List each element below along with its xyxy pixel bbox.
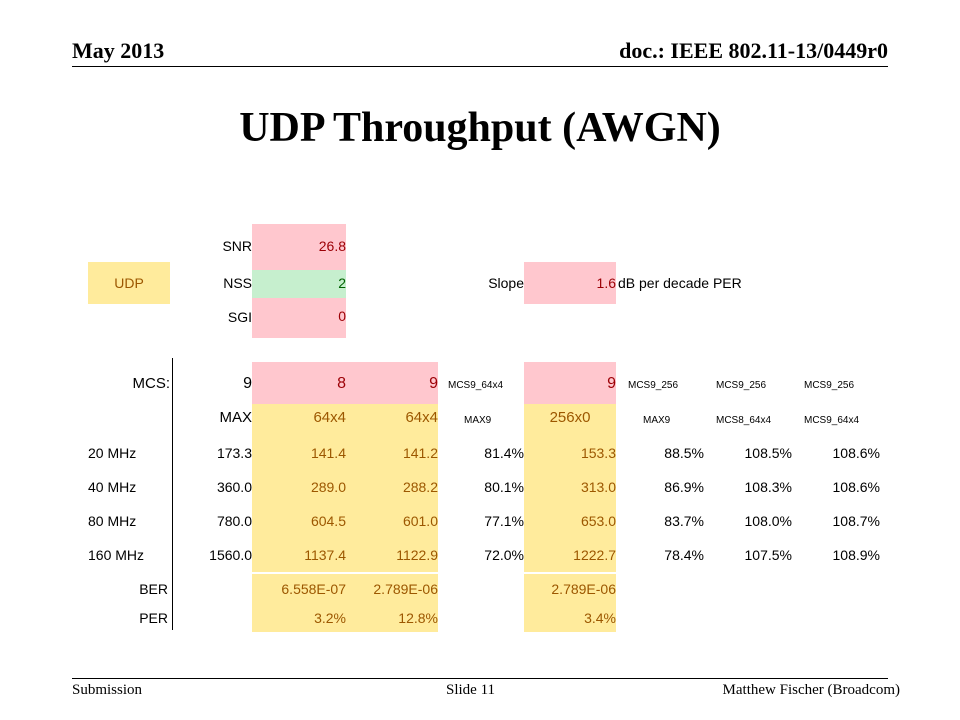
row-40mhz-ratio-256: 86.9% [664, 479, 704, 495]
row-40mhz-ratio-mcs9: 108.6% [832, 479, 880, 495]
header-cfg-col4: MAX9 [464, 415, 492, 426]
mcs-label: MCS: [132, 375, 171, 392]
header-divider [72, 66, 888, 67]
header-cfg-col7: MCS8_64x4 [716, 415, 772, 426]
header-cfg-col3: 64x4 [346, 404, 438, 436]
header-cfg-col8: MCS9_64x4 [804, 415, 860, 426]
row-80mhz-label: 80 MHz [88, 513, 137, 529]
row-20mhz-256: 153.3 [524, 436, 616, 470]
row-40mhz-ratio-mcs8: 108.3% [744, 479, 792, 495]
row-80mhz-mcs8: 604.5 [252, 504, 346, 538]
header-cfg-col1: MAX [219, 409, 252, 426]
row-160mhz-label: 160 MHz [88, 547, 145, 563]
snr-value: 26.8 [252, 224, 346, 270]
footer-submission: Submission [72, 682, 143, 698]
row-40mhz-mcs8: 289.0 [252, 470, 346, 504]
table-divider [172, 358, 173, 630]
per-256: 3.4% [524, 604, 616, 632]
row-40mhz-max: 360.0 [216, 479, 252, 495]
header-mcs-col3: 9 [346, 362, 438, 404]
footer-slide-number: Slide 11 [446, 682, 496, 698]
row-40mhz-mcs9: 288.2 [346, 470, 438, 504]
slope-value: 1.6 [524, 262, 616, 304]
row-20mhz-mcs8: 141.4 [252, 436, 346, 470]
ber-256: 2.789E-06 [524, 574, 616, 604]
header-mcs-col2: 8 [252, 362, 346, 404]
row-80mhz-ratio-mcs9: 108.7% [832, 513, 880, 529]
slope-label: Slope [488, 275, 524, 291]
header-mcs-col5: 9 [524, 362, 616, 404]
header-mcs-col8: MCS9_256 [804, 380, 855, 391]
row-20mhz-ratio-mcs8: 108.5% [744, 445, 792, 461]
row-160mhz-mcs8: 1137.4 [252, 538, 346, 572]
row-40mhz-256: 313.0 [524, 470, 616, 504]
udp-label: UDP [88, 262, 170, 304]
header-cfg-col2: 64x4 [252, 404, 346, 436]
row-20mhz-ratio-mcs9: 108.6% [832, 445, 880, 461]
per-mcs9: 12.8% [346, 604, 438, 632]
row-160mhz-mcs9: 1122.9 [346, 538, 438, 572]
row-80mhz-ratio-mcs8: 108.0% [744, 513, 792, 529]
row-160mhz-256: 1222.7 [524, 538, 616, 572]
footer-divider [72, 678, 888, 679]
row-20mhz-ratio-256: 88.5% [664, 445, 704, 461]
sgi-label: SGI [227, 309, 252, 325]
header-mcs-col6: MCS9_256 [628, 380, 679, 391]
per-label: PER [139, 610, 168, 626]
row-160mhz-ratio-mcs8: 107.5% [744, 547, 792, 563]
per-mcs8: 3.2% [252, 604, 346, 632]
row-40mhz-label: 40 MHz [88, 479, 137, 495]
header-date: May 2013 [72, 38, 165, 63]
row-80mhz-max: 780.0 [216, 513, 252, 529]
header-cfg-col6: MAX9 [643, 415, 671, 426]
slide-title: UDP Throughput (AWGN) [239, 105, 721, 151]
row-160mhz-ratio-256: 78.4% [664, 547, 704, 563]
row-160mhz-ratio-64: 72.0% [484, 547, 524, 563]
nss-label: NSS [223, 275, 252, 291]
row-20mhz-mcs9: 141.2 [346, 436, 438, 470]
row-20mhz-max: 173.3 [216, 445, 252, 461]
footer-author: Matthew Fischer (Broadcom) [722, 682, 900, 698]
ber-mcs9: 2.789E-06 [346, 574, 438, 604]
header-mcs-col1: 9 [243, 375, 252, 392]
row-80mhz-ratio-256: 83.7% [664, 513, 704, 529]
row-160mhz-max: 1560.0 [209, 547, 252, 563]
slope-unit: dB per decade PER [618, 275, 742, 291]
sgi-value: 0 [252, 298, 346, 338]
row-80mhz-ratio-64: 77.1% [484, 513, 524, 529]
row-20mhz-ratio-64: 81.4% [484, 445, 524, 461]
header-cfg-col5: 256x0 [524, 404, 616, 436]
row-80mhz-256: 653.0 [524, 504, 616, 538]
header-doc-id: doc.: IEEE 802.11-13/0449r0 [619, 38, 888, 63]
ber-mcs8: 6.558E-07 [252, 574, 346, 604]
row-20mhz-label: 20 MHz [88, 445, 137, 461]
snr-label: SNR [222, 238, 252, 254]
row-80mhz-mcs9: 601.0 [346, 504, 438, 538]
row-160mhz-ratio-mcs9: 108.9% [832, 547, 880, 563]
header-mcs-col7: MCS9_256 [716, 380, 767, 391]
nss-value: 2 [252, 270, 346, 298]
header-mcs-col4: MCS9_64x4 [448, 380, 504, 391]
row-40mhz-ratio-64: 80.1% [484, 479, 524, 495]
ber-label: BER [139, 581, 168, 597]
